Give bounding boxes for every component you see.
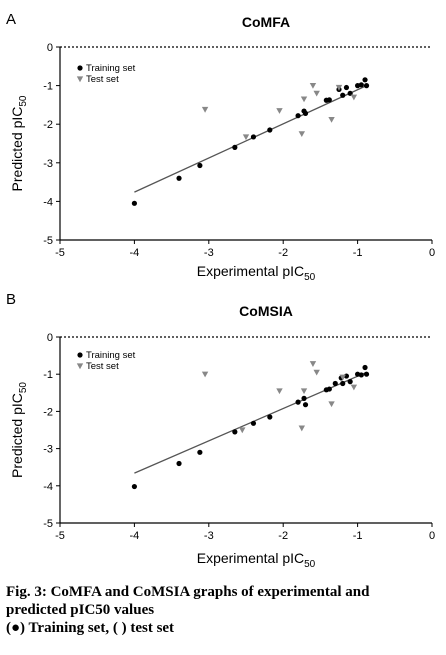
- regression-line: [134, 85, 367, 193]
- y-tick-label: 0: [47, 42, 53, 54]
- caption-line-1: Fig. 3: CoMFA and CoMSIA graphs of exper…: [6, 584, 370, 600]
- test-point: [328, 116, 335, 123]
- legend-test-label: Test set: [86, 361, 119, 372]
- training-point: [358, 82, 364, 88]
- legend-training-marker: [77, 65, 83, 71]
- x-tick-label: -1: [353, 530, 363, 542]
- test-point: [276, 108, 283, 114]
- training-point: [362, 77, 368, 83]
- test-point: [335, 84, 343, 91]
- y-tick-label: -3: [43, 158, 53, 170]
- test-point: [201, 106, 209, 113]
- training-point: [326, 97, 332, 103]
- x-tick-label: -4: [130, 247, 140, 259]
- x-tick-label: -3: [204, 247, 214, 259]
- training-point: [267, 127, 273, 133]
- training-point: [267, 414, 273, 420]
- panel-b: B CoMSIA -5 -4 -3 -2 -1 0 0 -1 -2 -3 -4 -5 Experimenta…: [6, 291, 435, 570]
- panel-label: A: [6, 11, 16, 28]
- training-point: [340, 92, 346, 98]
- regression-line: [134, 371, 367, 474]
- test-point: [313, 369, 320, 376]
- x-tick-label: -5: [55, 247, 65, 259]
- test-point: [309, 83, 317, 89]
- x-axis-label: Experimental pIC50: [197, 263, 316, 283]
- y-tick-label: 0: [47, 332, 53, 344]
- chart-title: CoMSIA: [239, 303, 293, 319]
- x-tick-label: -2: [278, 530, 288, 542]
- legend-training-label: Training set: [86, 350, 136, 361]
- legend-training-label: Training set: [86, 63, 136, 74]
- legend-test-label: Test set: [86, 74, 119, 85]
- test-point: [298, 425, 305, 432]
- training-point: [197, 162, 203, 169]
- test-point: [328, 401, 335, 408]
- y-tick-label: -1: [43, 81, 53, 93]
- y-tick-label: -2: [43, 406, 53, 418]
- training-point: [131, 483, 137, 490]
- y-tick-label: -1: [43, 369, 53, 381]
- x-tick-label: -5: [55, 530, 65, 542]
- training-point: [343, 84, 350, 91]
- test-point: [276, 388, 283, 395]
- y-tick-label: -2: [43, 119, 53, 131]
- training-point: [362, 364, 368, 371]
- test-point: [201, 371, 209, 378]
- x-axis-label: Experimental pIC50: [197, 550, 316, 570]
- training-point: [295, 399, 301, 405]
- training-point: [363, 371, 370, 377]
- training-point: [250, 420, 257, 426]
- y-tick-label: -4: [43, 481, 53, 493]
- training-point: [363, 83, 370, 89]
- test-point: [313, 90, 320, 97]
- test-point: [239, 427, 246, 434]
- x-tick-label: -4: [130, 530, 140, 542]
- test-point: [350, 94, 358, 101]
- figure-caption: Fig. 3: CoMFA and CoMSIA graphs of exper…: [6, 583, 442, 637]
- chart-title: CoMFA: [242, 14, 290, 30]
- test-point: [309, 361, 317, 367]
- x-tick-label: 0: [429, 530, 435, 542]
- training-point: [176, 460, 182, 467]
- caption-line-3: (●) Training set, ( ) test set: [6, 620, 175, 636]
- training-point: [302, 110, 309, 116]
- legend-test-marker: [76, 76, 84, 83]
- training-point: [301, 395, 307, 401]
- training-point: [302, 402, 309, 408]
- x-tick-label: 0: [429, 247, 435, 259]
- training-point: [131, 200, 137, 206]
- training-point: [295, 113, 301, 119]
- y-axis-label: Predicted pIC50: [9, 382, 29, 478]
- training-point: [232, 144, 238, 150]
- training-point: [250, 134, 257, 140]
- legend-test-marker: [76, 363, 84, 370]
- y-axis-label: Predicted pIC50: [9, 95, 29, 191]
- training-point: [340, 380, 346, 387]
- x-tick-label: -2: [278, 247, 288, 259]
- test-point: [300, 96, 308, 103]
- training-point: [326, 386, 332, 392]
- y-tick-label: -4: [43, 196, 53, 208]
- training-point: [176, 175, 182, 181]
- test-point: [350, 384, 358, 391]
- test-point: [242, 134, 250, 141]
- x-tick-label: -3: [204, 530, 214, 542]
- x-tick-label: -1: [353, 247, 363, 259]
- training-point: [358, 372, 364, 378]
- training-point: [197, 449, 203, 455]
- caption-line-2: predicted pIC50 values: [6, 602, 155, 618]
- test-point: [300, 388, 308, 395]
- test-point: [298, 131, 305, 138]
- y-tick-label: -3: [43, 444, 53, 456]
- test-point: [339, 374, 346, 381]
- y-tick-label: -5: [43, 518, 53, 530]
- training-point: [347, 379, 353, 385]
- training-point: [232, 429, 238, 435]
- legend-training-marker: [77, 352, 83, 358]
- panel-a: A CoMFA -5 -4 -3 -2 -1 0 0 -1 -2 -3 -4 -5 Experimental…: [6, 11, 435, 283]
- y-tick-label: -5: [43, 235, 53, 247]
- training-point: [332, 380, 338, 387]
- panel-label: B: [6, 291, 16, 308]
- figure-canvas: A CoMFA -5 -4 -3 -2 -1 0 0 -1 -2 -3 -4 -5 Experimental…: [6, 11, 435, 570]
